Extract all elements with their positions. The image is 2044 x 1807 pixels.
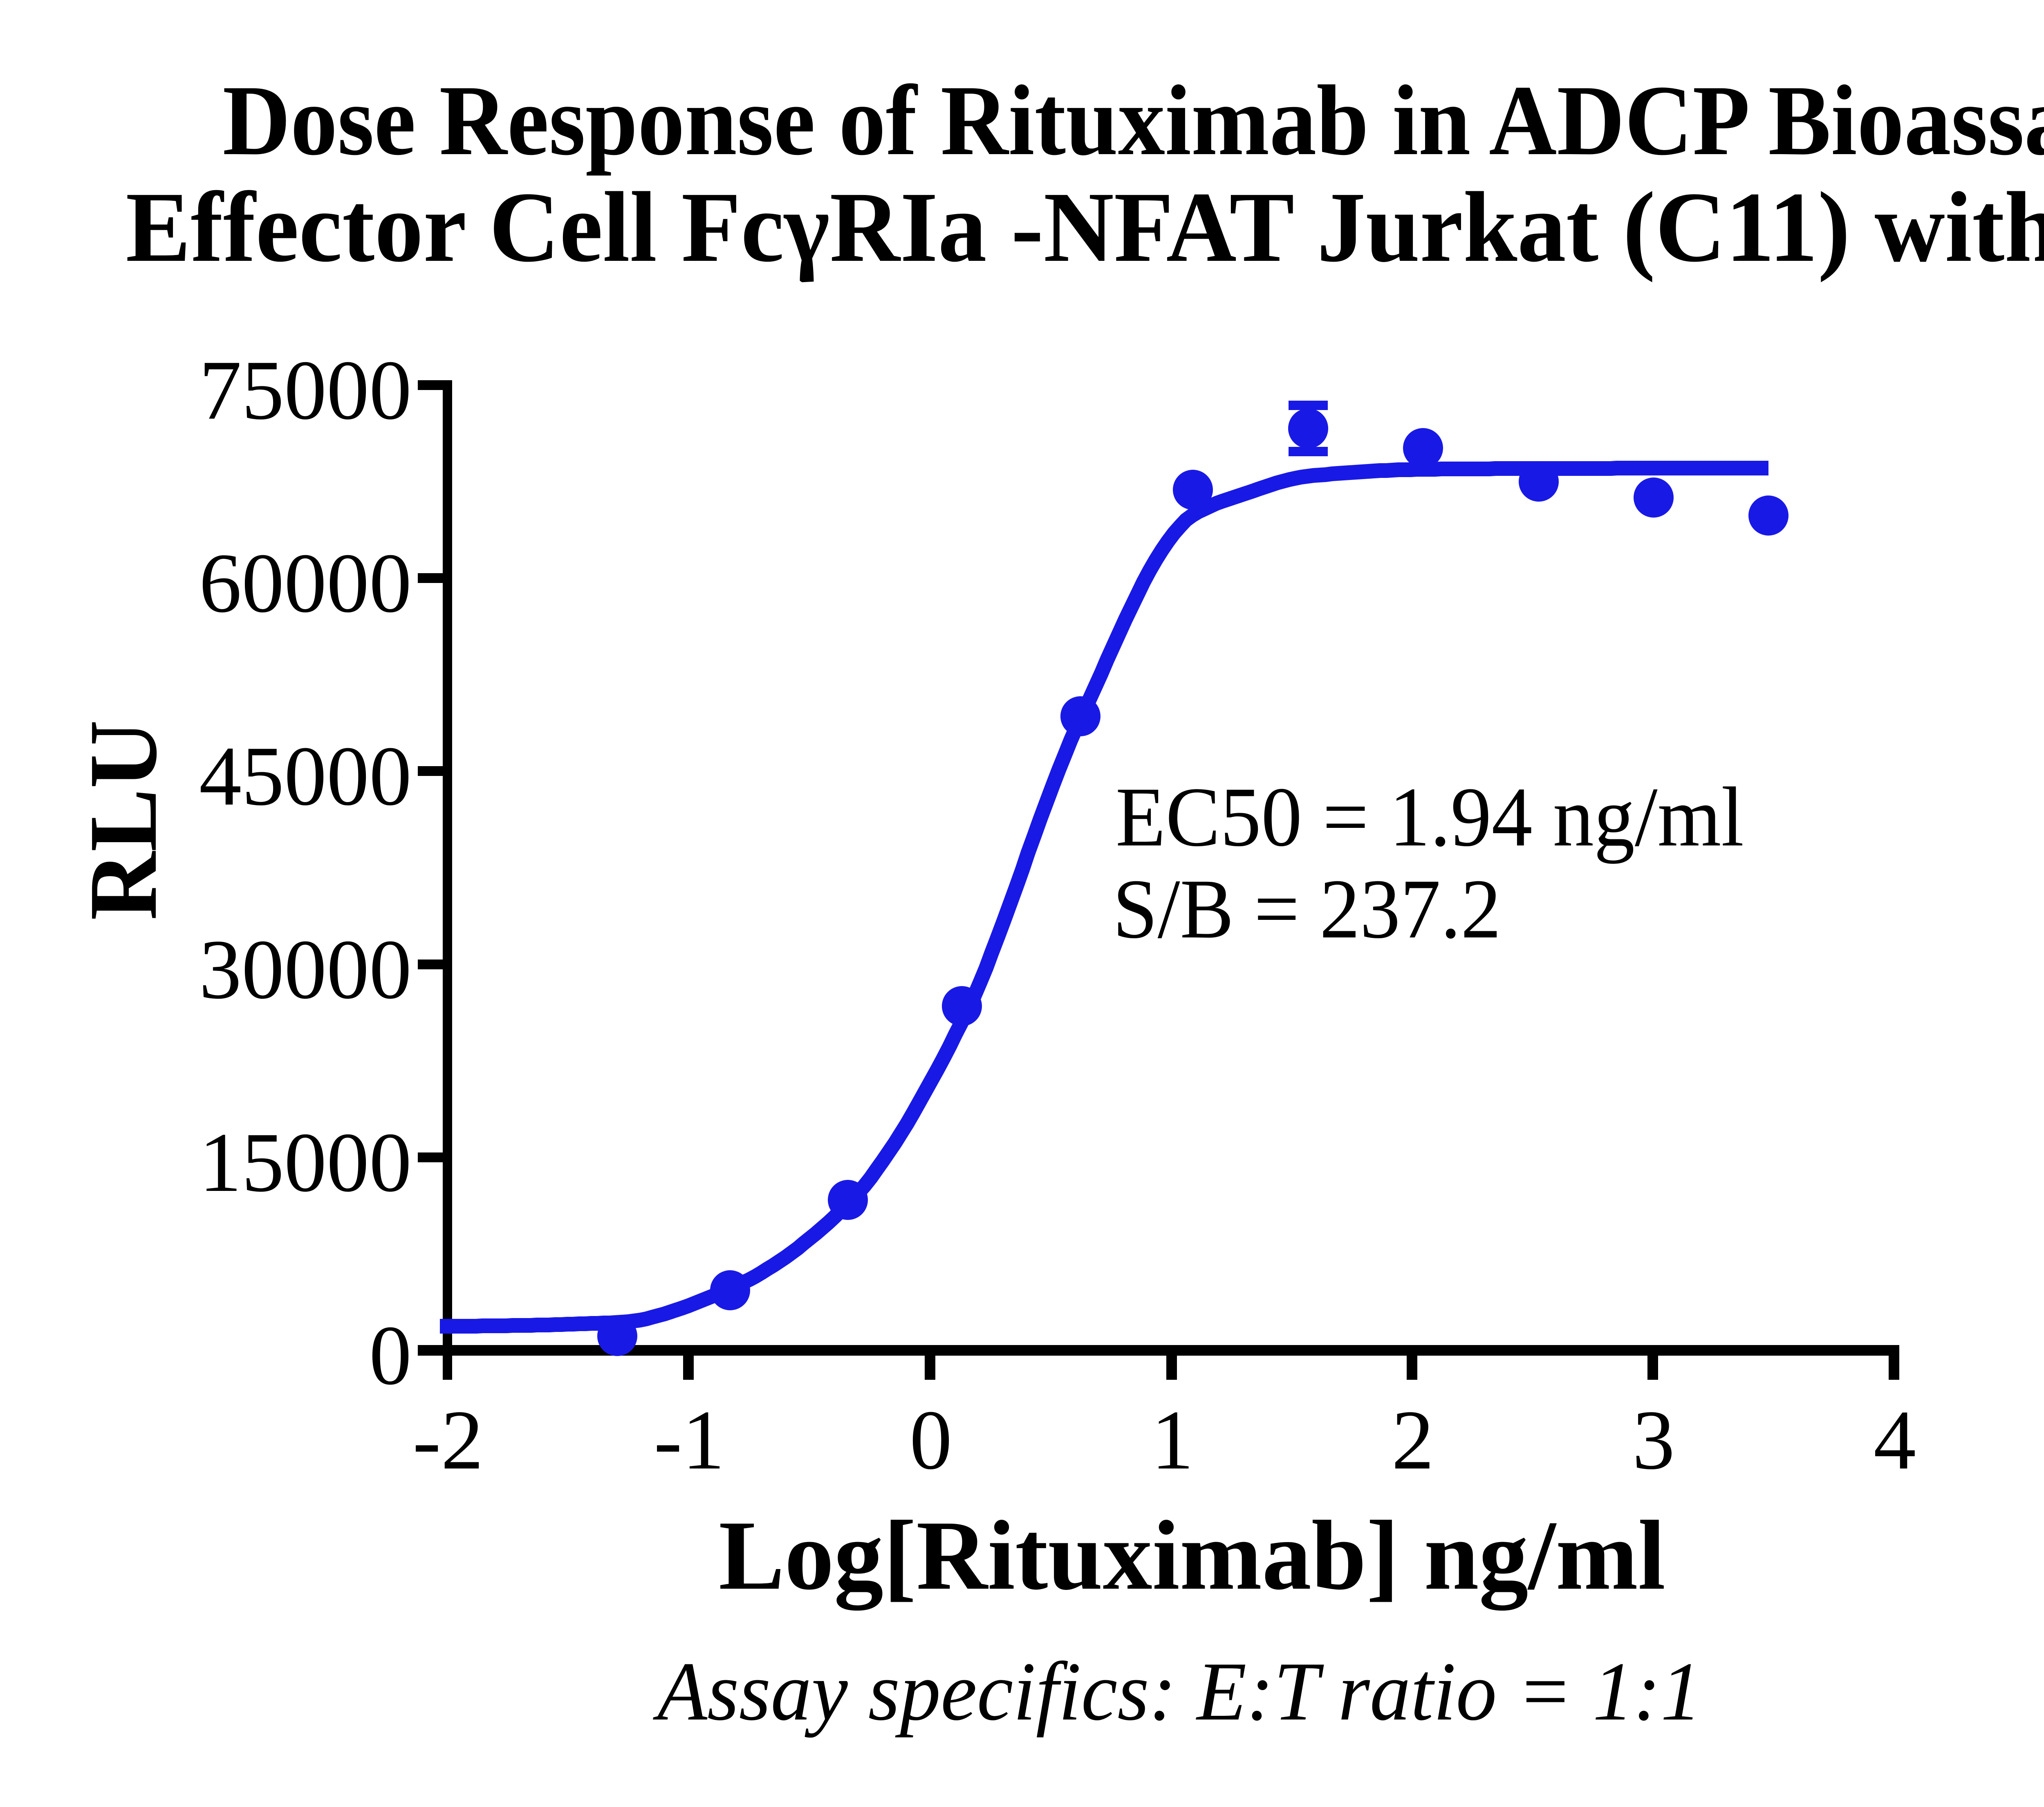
svg-text:1: 1 — [1151, 1393, 1194, 1487]
svg-text:-2: -2 — [412, 1393, 483, 1487]
svg-text:-1: -1 — [654, 1393, 724, 1487]
svg-text:0: 0 — [369, 1308, 412, 1402]
svg-text:EC50 = 1.94 ng/ml: EC50 = 1.94 ng/ml — [1116, 770, 1744, 864]
svg-text:3: 3 — [1632, 1393, 1675, 1487]
svg-text:4: 4 — [1874, 1393, 1916, 1487]
svg-text:60000: 60000 — [199, 536, 412, 630]
svg-text:Dose Response of Rituximab in: Dose Response of Rituximab in ADCP Bioas… — [223, 65, 2044, 176]
svg-text:0: 0 — [910, 1393, 952, 1487]
svg-text:Assay specifics: E:T ratio = 1: Assay specifics: E:T ratio = 1:1 — [652, 1645, 1701, 1738]
svg-text:2: 2 — [1392, 1393, 1434, 1487]
svg-text:75000: 75000 — [199, 343, 412, 437]
svg-text:S/B = 237.2: S/B = 237.2 — [1113, 862, 1501, 956]
svg-text:30000: 30000 — [199, 922, 412, 1016]
svg-text:Effector Cell FcγRIa -NFAT Jur: Effector Cell FcγRIa -NFAT Jurkat (C11) … — [126, 172, 2044, 283]
svg-text:Log[Rituximab] ng/ml: Log[Rituximab] ng/ml — [719, 1500, 1665, 1611]
svg-text:15000: 15000 — [199, 1115, 412, 1209]
svg-text:RLU: RLU — [69, 720, 177, 920]
svg-text:45000: 45000 — [199, 729, 412, 823]
